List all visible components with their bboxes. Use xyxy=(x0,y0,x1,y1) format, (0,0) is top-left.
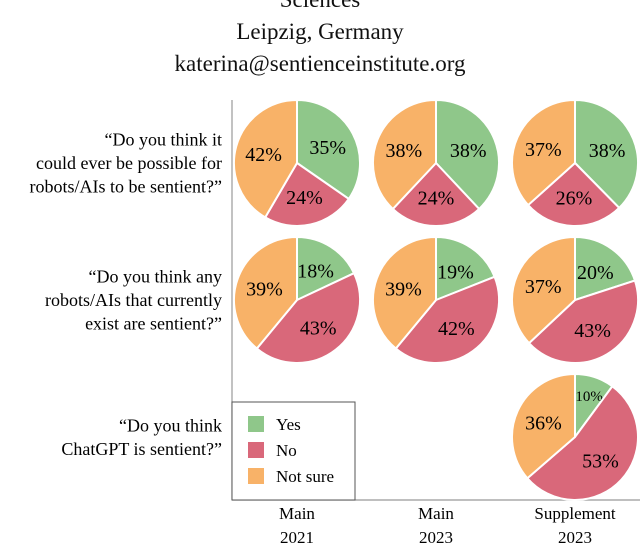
affiliation-line: Sciences xyxy=(0,0,640,14)
legend-label: Not sure xyxy=(276,467,334,486)
slice-label: 24% xyxy=(286,187,323,209)
slice-label: 43% xyxy=(300,317,337,339)
pie-slice-not-sure xyxy=(233,235,298,350)
slice-label: 43% xyxy=(574,320,611,342)
slice-label: 37% xyxy=(525,139,562,161)
affiliation-city: Leipzig, Germany xyxy=(236,19,404,44)
row-question: “Do you think any xyxy=(89,267,222,287)
slice-label: 20% xyxy=(577,262,614,284)
slice-label: 39% xyxy=(385,278,422,300)
column-label: Main xyxy=(279,504,315,523)
slice-label: 18% xyxy=(297,261,334,283)
pie-slice-yes xyxy=(435,98,500,211)
pie-slice-not-sure xyxy=(511,98,576,207)
slice-label: 26% xyxy=(556,188,593,210)
row-question: robots/AIs that currently xyxy=(45,290,222,310)
slice-label: 24% xyxy=(418,188,455,210)
legend-swatch-not-sure xyxy=(248,468,264,484)
slice-label: 42% xyxy=(438,318,475,340)
pie-slice-yes xyxy=(435,235,496,302)
pie-slice-yes xyxy=(574,98,639,210)
pie-slice-no xyxy=(526,161,621,227)
pie-slice-no xyxy=(391,161,481,227)
column-label: 2023 xyxy=(558,528,592,544)
pie-slice-not-sure xyxy=(511,372,576,480)
legend-swatch-no xyxy=(248,442,264,458)
slice-label: 38% xyxy=(450,140,487,162)
slice-label: 19% xyxy=(437,261,474,283)
slice-label: 35% xyxy=(309,137,346,159)
pie-slice-no xyxy=(525,384,639,501)
row-question: exist are sentient?” xyxy=(85,314,222,334)
slice-label: 42% xyxy=(245,144,282,166)
column-label: 2021 xyxy=(280,528,314,544)
pie-slice-no xyxy=(255,271,361,364)
row-question: robots/AIs to be sentient?” xyxy=(30,177,222,197)
pie-slice-not-sure xyxy=(233,98,298,219)
row-question: “Do you think it xyxy=(105,130,223,150)
slice-label: 38% xyxy=(589,140,626,162)
slice-label: 36% xyxy=(525,413,562,435)
slice-label: 37% xyxy=(525,276,562,298)
pie-slice-not-sure xyxy=(372,98,437,211)
pie-slice-no xyxy=(527,279,639,364)
pie-slice-no xyxy=(394,275,500,364)
legend-swatch-yes xyxy=(248,416,264,432)
legend-label: Yes xyxy=(276,415,301,434)
pie-slice-not-sure xyxy=(372,235,437,350)
slice-label: 39% xyxy=(246,278,283,300)
pie-slice-yes xyxy=(296,98,361,201)
pie-slice-yes xyxy=(574,235,637,302)
slice-label: 10% xyxy=(575,389,603,405)
legend-label: No xyxy=(276,441,297,460)
author-email: katerina@sentienceinstitute.org xyxy=(174,51,466,76)
pie-slice-no xyxy=(263,161,351,227)
column-label: 2023 xyxy=(419,528,453,544)
slice-label: 53% xyxy=(582,451,619,473)
row-question: “Do you think xyxy=(119,415,222,435)
column-label: Supplement xyxy=(534,504,615,523)
row-question: could ever be possible for xyxy=(36,153,222,173)
pie-slice-not-sure xyxy=(511,235,576,345)
pie-slice-yes xyxy=(296,235,356,302)
row-question: ChatGPT is sentient?” xyxy=(61,439,222,459)
slice-label: 38% xyxy=(385,140,422,162)
column-label: Main xyxy=(418,504,454,523)
